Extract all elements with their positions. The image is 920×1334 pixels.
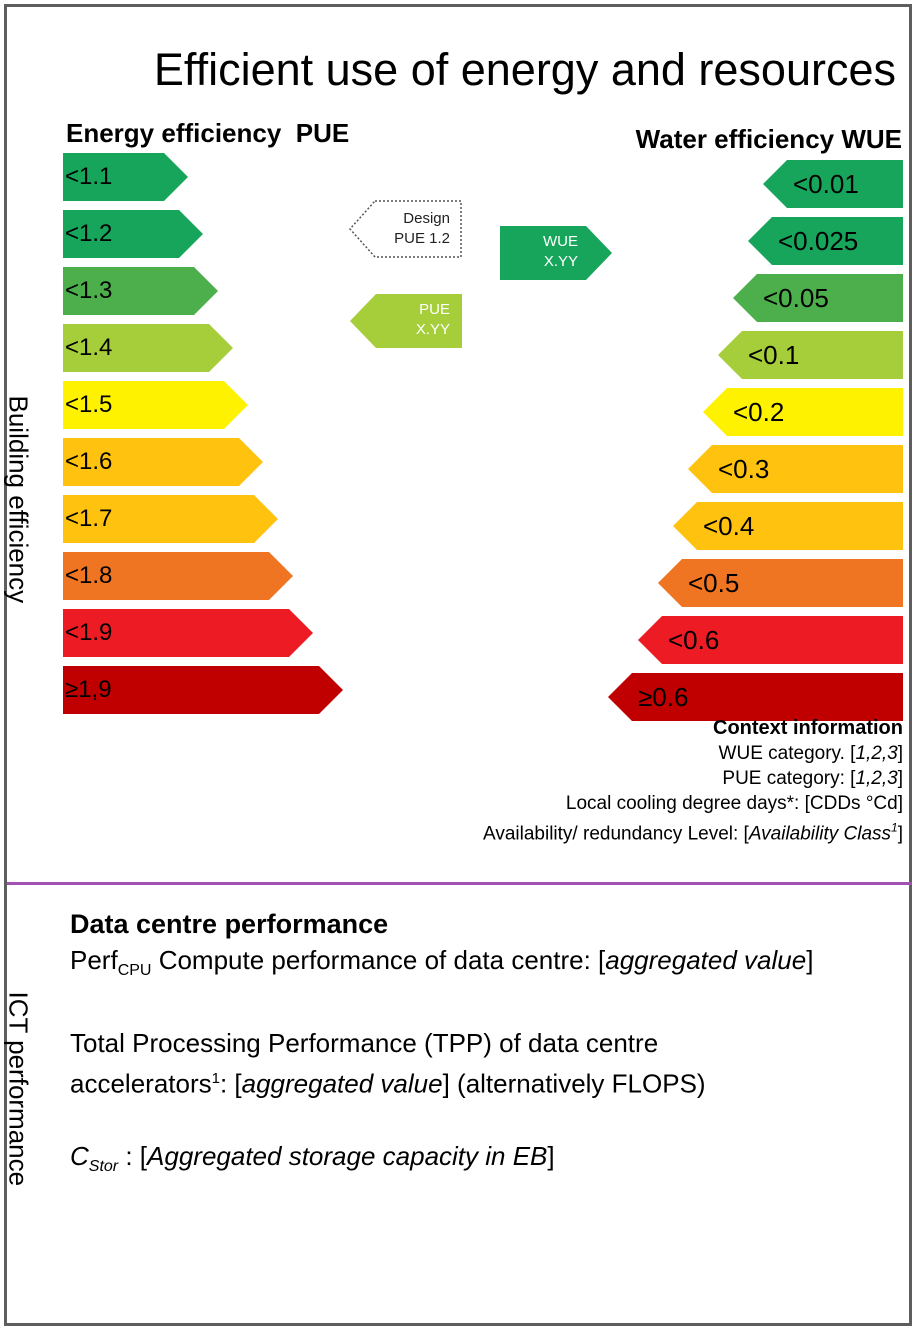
- pue-class-bar: <1.6: [63, 438, 263, 486]
- pue-class-bar: ≥1,9: [63, 666, 343, 714]
- context-wue-category: WUE category. [1,2,3]: [718, 743, 903, 764]
- pue-tag-line2: X.YY: [415, 321, 450, 338]
- pue-class-bar: <1.4: [63, 324, 233, 372]
- data-centre-performance: Data centre performance PerfCPU Compute …: [70, 906, 890, 1185]
- frame: [4, 4, 912, 1326]
- ict-performance-label: ICT performance: [3, 991, 34, 1187]
- wue-class-bar: ≥0.6: [608, 673, 903, 721]
- design-tag-outline: [349, 200, 462, 258]
- pue-class-bar: <1.8: [63, 552, 293, 600]
- pue-class-bar: <1.3: [63, 267, 218, 315]
- tpp-line-2: accelerators1: [aggregated value] (alter…: [70, 1068, 706, 1099]
- wue-tag-line2: X.YY: [543, 253, 578, 270]
- wue-class-bar: <0.5: [658, 559, 903, 607]
- pue-heading: Energy efficiency PUE: [66, 118, 350, 148]
- storage-capacity-line: CStor : [Aggregated storage capacity in …: [70, 1140, 555, 1176]
- design-tag-line2: PUE 1.2: [394, 230, 450, 247]
- page-title: Efficient use of energy and resources: [153, 44, 896, 95]
- context-pue-category: PUE category: [1,2,3]: [722, 768, 903, 789]
- context-heading: Context information: [713, 717, 903, 739]
- pue-class-bar: <1.1: [63, 153, 188, 201]
- context-cooling-degree-days: Local cooling degree days*: [CDDs °Cd]: [565, 793, 903, 814]
- building-efficiency-label: Building efficiency: [3, 395, 34, 604]
- wue-class-bar: <0.01: [763, 160, 903, 208]
- wue-class-bar: <0.1: [718, 331, 903, 379]
- pue-class-bar: <1.2: [63, 210, 203, 258]
- pue-class-bar: <1.9: [63, 609, 313, 657]
- performance-heading: Data centre performance: [70, 909, 389, 939]
- context-information: Context information WUE category. [1,2,3…: [483, 716, 903, 846]
- wue-class-bar: <0.05: [733, 274, 903, 322]
- perf-cpu-line: PerfCPU Compute performance of data cent…: [70, 945, 814, 980]
- wue-class-bar: <0.4: [673, 502, 903, 550]
- design-pue-tag: Design PUE 1.2: [349, 200, 462, 258]
- context-availability: Availability/ redundancy Level: [Availab…: [483, 821, 903, 845]
- pue-value-tag: PUE X.YY: [350, 294, 462, 348]
- pue-class-bar: <1.7: [63, 495, 278, 543]
- wue-class-bar: <0.2: [703, 388, 903, 436]
- wue-class-bar: <0.6: [638, 616, 903, 664]
- pue-class-bar: <1.5: [63, 381, 248, 429]
- wue-class-bar: <0.025: [748, 217, 903, 265]
- wue-class-bar: <0.3: [688, 445, 903, 493]
- design-tag-line1: Design: [403, 210, 450, 227]
- wue-tag-line1: WUE: [543, 233, 578, 250]
- pue-tag-line1: PUE: [419, 301, 450, 318]
- wue-heading: Water efficiency WUE: [635, 124, 902, 154]
- wue-value-tag: WUE X.YY: [500, 226, 612, 280]
- section-divider: [7, 882, 912, 885]
- tpp-line-1: Total Processing Performance (TPP) of da…: [70, 1028, 659, 1059]
